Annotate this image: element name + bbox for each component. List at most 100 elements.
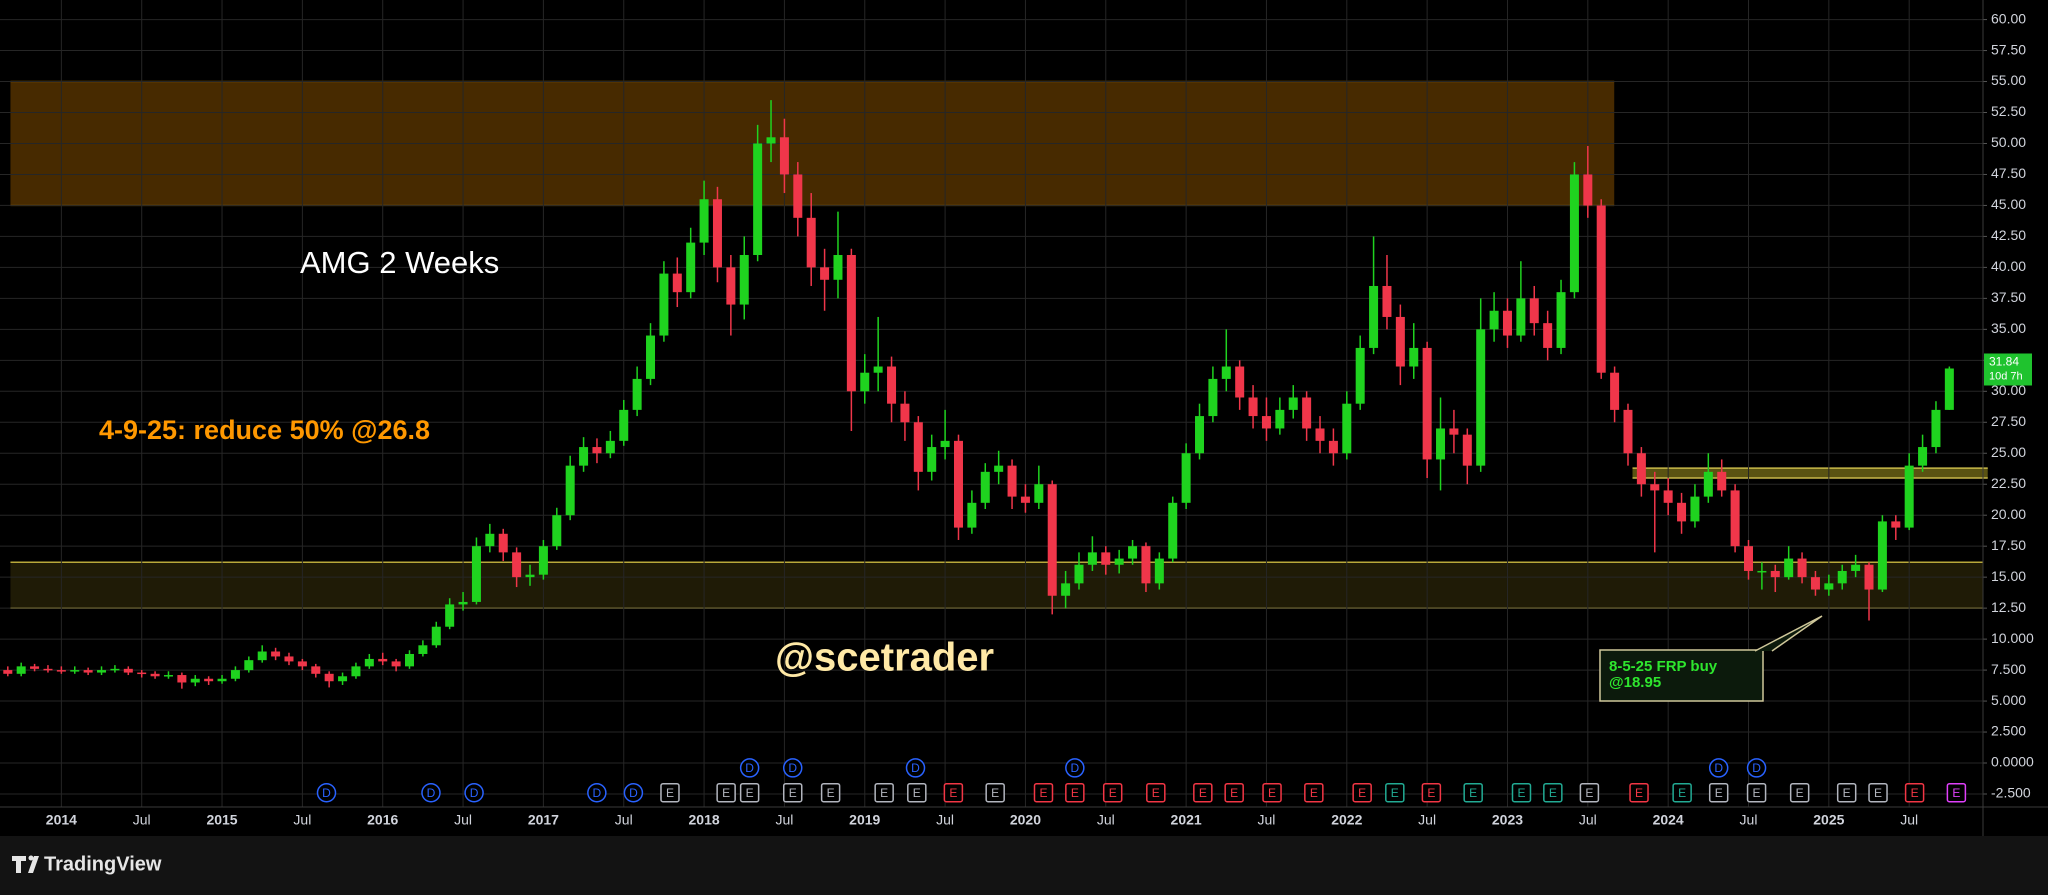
candle-body (83, 670, 93, 673)
earnings-marker (1868, 782, 1888, 803)
candle-body (1074, 564, 1084, 584)
candle-body (1476, 329, 1486, 466)
candle-body (351, 666, 361, 677)
candle-body (1596, 205, 1606, 373)
event-label: D (1071, 761, 1080, 775)
x-tick-label: 2018 (689, 812, 720, 828)
event-label: D (427, 786, 436, 800)
earnings-marker (1836, 782, 1857, 803)
candle-body (163, 675, 173, 677)
candle-body (1931, 409, 1941, 448)
x-tick-label: Jul (454, 812, 472, 828)
event-label: D (593, 786, 602, 800)
earnings-marker (1193, 782, 1213, 803)
earnings-marker (985, 782, 1005, 803)
candle-body (1516, 298, 1526, 336)
dividend-marker (1065, 758, 1085, 778)
candle-body (1757, 570, 1767, 573)
brand-name: TradingView (44, 853, 162, 875)
candle-body (1195, 416, 1205, 454)
earnings-marker (1033, 782, 1054, 803)
candle-body (1877, 521, 1887, 590)
candle-body (230, 670, 240, 679)
event-label: E (1911, 786, 1919, 800)
event-label: E (880, 786, 888, 800)
candle-body (284, 656, 294, 662)
candle-body (967, 502, 977, 528)
candle-body (927, 447, 937, 472)
earnings-marker (716, 782, 736, 803)
event-label: E (1152, 786, 1160, 800)
earnings-marker (1672, 782, 1692, 803)
candle-body (1342, 403, 1352, 454)
earnings-marker (1511, 782, 1532, 803)
dividend-marker (316, 782, 337, 803)
x-tick-label: 2020 (1010, 812, 1041, 828)
candle-body (1101, 552, 1111, 565)
candle-body (1315, 428, 1325, 441)
dividend-marker (739, 758, 760, 778)
candle-body (793, 174, 803, 218)
event-label: E (666, 786, 674, 800)
candle-body (753, 143, 763, 255)
candle-body (123, 668, 133, 673)
candle-body (1864, 564, 1874, 590)
candle-body (244, 660, 254, 671)
candle-body (445, 604, 455, 627)
candle-body (1302, 397, 1312, 429)
candle-body (311, 666, 321, 674)
x-tick-label: 2024 (1653, 812, 1684, 828)
candle-body (1020, 496, 1030, 503)
dividend-marker (1708, 758, 1729, 778)
candle-body (538, 546, 548, 575)
y-tick-label: 47.50 (1991, 165, 2026, 181)
x-tick-label: 2019 (849, 812, 880, 828)
callout-box (1599, 649, 1764, 702)
earnings-marker (907, 782, 927, 803)
candle-body (980, 471, 990, 503)
dividend-marker (1746, 758, 1767, 778)
candle-body (271, 651, 281, 657)
earnings-marker (1946, 782, 1967, 803)
x-tick-label: Jul (133, 812, 151, 828)
candle-body (378, 658, 388, 662)
y-tick-label: 55.00 (1991, 72, 2026, 88)
earnings-marker (660, 782, 680, 803)
callout-pointer (1754, 615, 1823, 652)
earnings-marker (943, 782, 964, 803)
candle-body (3, 670, 13, 674)
event-label: E (1843, 786, 1851, 800)
earnings-marker (874, 782, 894, 803)
candle-body (1061, 583, 1071, 596)
candle-body (1583, 174, 1593, 206)
x-tick-label: Jul (1900, 812, 1918, 828)
candle-body (1690, 496, 1700, 522)
candle-body (1502, 310, 1512, 336)
earnings-marker (1463, 782, 1483, 803)
candle-body (1556, 292, 1566, 348)
candle-body (150, 673, 160, 677)
candle-body (1489, 310, 1499, 330)
y-tick-label: 30.00 (1991, 382, 2026, 398)
dividend-marker (623, 782, 644, 803)
earnings-marker (782, 782, 803, 803)
chart-title: AMG 2 Weeks (300, 245, 499, 280)
candle-body (806, 217, 816, 268)
candle-body (619, 409, 629, 441)
candle-body (137, 672, 147, 675)
earnings-marker (1385, 782, 1405, 803)
x-tick-label: Jul (936, 812, 954, 828)
candle-body (552, 515, 562, 547)
event-label: E (1517, 786, 1525, 800)
x-tick-label: 2016 (367, 812, 398, 828)
event-label: E (1635, 786, 1643, 800)
event-label: E (1549, 786, 1557, 800)
earnings-marker (1421, 782, 1442, 803)
candle-body (1851, 564, 1861, 571)
candle-body (1034, 484, 1044, 503)
earnings-marker (1065, 782, 1085, 803)
candle-body (177, 675, 187, 683)
candle-body (1395, 316, 1405, 367)
y-tick-label: 42.50 (1991, 227, 2026, 243)
